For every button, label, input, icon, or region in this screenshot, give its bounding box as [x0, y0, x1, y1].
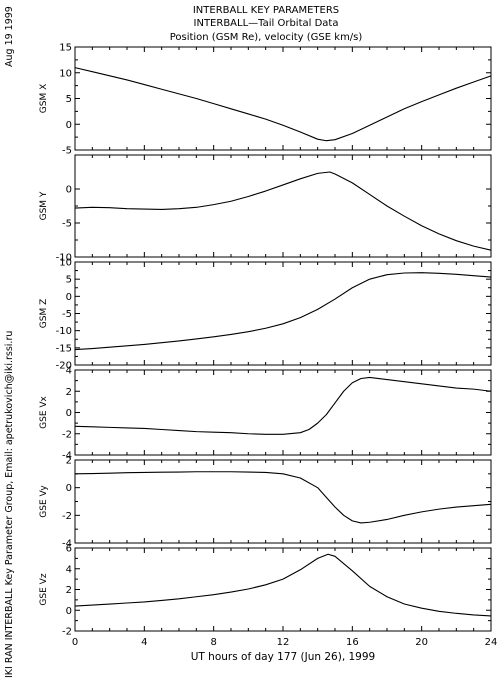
- chart-title-line-1: INTERBALL KEY PARAMETERS: [193, 5, 339, 16]
- y-tick-label: 0: [66, 185, 72, 196]
- panel-frame: [74, 369, 492, 456]
- y-tick-label: 5: [66, 275, 72, 286]
- y-tick-label: 0: [66, 606, 72, 617]
- x-tick-label: 24: [485, 637, 498, 648]
- y-tick-label: 0: [66, 120, 72, 131]
- y-tick-label: -2: [62, 627, 72, 638]
- y-tick-label: 2: [66, 456, 72, 467]
- y-tick-label: 0: [66, 483, 72, 494]
- y-tick-label: -5: [62, 219, 72, 230]
- panel-gsm-y: -10 -5 0 GSM Y: [39, 154, 492, 264]
- y-tick-label: 2: [66, 585, 72, 596]
- x-tick-label: 12: [277, 637, 290, 648]
- y-tick-label: -4: [62, 539, 72, 550]
- panel-frame: [74, 154, 492, 258]
- y-axis-label: GSM X: [39, 84, 49, 113]
- credit-line: IKI RAN INTERBALL Key Parameter Group, E…: [4, 331, 15, 678]
- y-tick-label: 0: [66, 408, 72, 419]
- y-tick-label: 0: [66, 292, 72, 303]
- panel-gse-vy: -4 -2 0 2 GSE Vy: [39, 456, 492, 550]
- y-tick-label: -5: [62, 146, 72, 157]
- y-axis-label: GSM Y: [39, 191, 49, 220]
- y-tick-label: 15: [59, 43, 72, 54]
- y-tick-label: -10: [56, 326, 72, 337]
- panel-gsm-x: -5 0 5 10 15 GSM X: [39, 43, 492, 157]
- series-line-gse-vz: [74, 553, 492, 617]
- x-tick-label: 20: [415, 637, 428, 648]
- y-tick-label: 4: [66, 366, 72, 377]
- x-axis-title: UT hours of day 177 (Jun 26), 1999: [191, 651, 375, 663]
- y-axis-label: GSM Z: [39, 299, 49, 328]
- y-axis-label: GSE Vz: [39, 573, 49, 605]
- series-line-gsm-y: [74, 171, 492, 251]
- series-line-gse-vx: [74, 376, 492, 435]
- y-tick-label: 10: [59, 258, 72, 269]
- series-line-gsm-x: [74, 67, 492, 142]
- y-tick-label: -10: [56, 253, 72, 264]
- date-stamp: Aug 19 1999: [4, 6, 15, 67]
- y-tick-label: 10: [59, 68, 72, 79]
- panel-gse-vx: -4 -2 0 2 4 GSE Vx: [39, 366, 492, 462]
- x-tick-label: 4: [141, 637, 147, 648]
- y-tick-label: -20: [56, 361, 72, 372]
- y-tick-label: 4: [66, 564, 72, 575]
- panel-gse-vz: -2 0 2 4 6 GSE Vz: [39, 544, 492, 638]
- y-tick-label: -2: [62, 429, 72, 440]
- series-line-gse-vy: [74, 471, 492, 524]
- y-tick-label: -2: [62, 511, 72, 522]
- y-axis-label: GSE Vx: [39, 395, 49, 428]
- y-tick-label: -5: [62, 309, 72, 320]
- y-tick-label: 2: [66, 387, 72, 398]
- x-tick-label: 0: [72, 637, 78, 648]
- y-axis-label: GSE Vy: [39, 485, 49, 518]
- series-line-gsm-z: [74, 272, 492, 351]
- panel-gsm-z: -20 -15 -10 -5 0 5 10 GSM Z: [39, 258, 492, 372]
- y-tick-label: 6: [66, 544, 72, 555]
- x-axis: 0 4 8 12 16 20 24: [72, 637, 498, 648]
- panel-frame: [74, 547, 492, 632]
- chart-title-line-3: Position (GSM Re), velocity (GSE km/s): [170, 32, 363, 43]
- y-tick-label: 5: [66, 94, 72, 105]
- y-tick-label: -15: [56, 343, 72, 354]
- chart-title-line-2: INTERBALL—Tail Orbital Data: [194, 18, 339, 29]
- x-tick-label: 16: [346, 637, 359, 648]
- y-tick-label: -4: [62, 451, 72, 462]
- x-tick-label: 8: [210, 637, 216, 648]
- panel-frame: [74, 261, 492, 366]
